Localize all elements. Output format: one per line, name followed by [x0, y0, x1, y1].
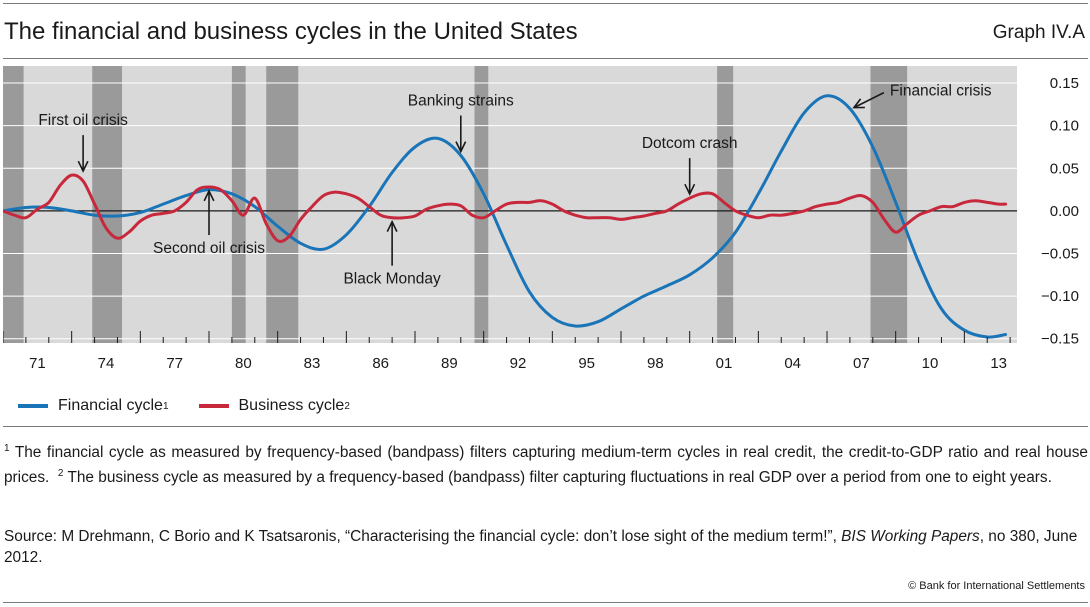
legend-swatch-business: [198, 404, 229, 408]
annotation-label-3: Banking strains: [408, 92, 514, 109]
x-tick-label-86: 86: [372, 355, 389, 372]
x-tick-label-83: 83: [304, 355, 321, 372]
annotation-arrowhead-3: [455, 141, 467, 154]
title-rule: [3, 58, 1088, 59]
bottom-rule: [3, 602, 1088, 603]
annotation-label-4: Dotcom crash: [642, 135, 738, 152]
legend-item-financial: Financial cycle 1: [18, 397, 169, 415]
chart-svg: First oil crisis Second oil crisis Black M…: [3, 66, 1079, 372]
footnote-2-marker: 2: [57, 468, 64, 480]
legend-swatch-financial: [18, 404, 48, 408]
y-tick-label-3: 0.00: [1050, 203, 1079, 220]
footnote-2-text: The business cycle as measured by a freq…: [67, 469, 1052, 487]
x-tick-label-77: 77: [166, 355, 183, 372]
recession-band-2: [231, 66, 246, 343]
y-tick-label-6: −0.15: [1041, 331, 1079, 348]
recession-band-6: [870, 66, 908, 343]
annotation-arrow-5: [853, 91, 885, 109]
financial-cycle-line: [3, 94, 1008, 339]
y-tick-label-4: −0.05: [1041, 246, 1079, 263]
annotation-arrowhead-0: [77, 160, 89, 173]
legend-item-business: Business cycle 2: [198, 397, 350, 415]
annotation-arrowhead-2: [386, 219, 398, 232]
x-tick-label-01: 01: [716, 355, 733, 372]
x-tick-label-98: 98: [647, 355, 664, 372]
x-tick-label-80: 80: [235, 355, 252, 372]
chart-title: The financial and business cycles in the…: [4, 18, 578, 45]
x-tick-label-10: 10: [922, 355, 939, 372]
legend-note-business: 2: [344, 400, 350, 412]
recession-band-1: [92, 66, 123, 343]
graph-id: Graph IV.A: [992, 22, 1085, 43]
recession-band-0: [3, 66, 24, 343]
legend: Financial cycle 1 Business cycle 2: [18, 397, 380, 415]
x-tick-label-74: 74: [98, 355, 115, 372]
annotation-label-0: First oil crisis: [38, 112, 128, 129]
x-tick-label-71: 71: [29, 355, 46, 372]
annotation-arrowhead-1: [203, 189, 215, 202]
recession-band-3: [266, 66, 299, 343]
annotation-label-2: Black Monday: [343, 271, 441, 288]
legend-label-business: Business cycle: [238, 397, 345, 414]
business-cycle-line: [3, 173, 1008, 243]
footnote-1-text: The financial cycle as measured by frequ…: [4, 444, 1088, 487]
y-tick-label-1: 0.10: [1050, 118, 1079, 135]
x-tick-label-07: 07: [853, 355, 870, 372]
annotation-arrowhead-5: [852, 98, 865, 109]
legend-rule: [3, 426, 1088, 427]
source-suffix: , no 380, June 2012.: [4, 528, 1078, 566]
source-note: Source: M Drehmann, C Borio and K Tsatsa…: [4, 526, 1088, 568]
legend-label-financial: Financial cycle: [58, 397, 163, 414]
y-tick-label-0: 0.15: [1050, 75, 1079, 92]
y-tick-label-2: 0.05: [1050, 160, 1079, 177]
source-journal: BIS Working Papers: [841, 528, 980, 545]
source-prefix: Source: M Drehmann, C Borio and K Tsatsa…: [4, 528, 842, 545]
x-tick-label-95: 95: [578, 355, 595, 372]
footnotes: 1 The financial cycle as measured by fre…: [4, 438, 1088, 488]
recession-band-4: [474, 66, 489, 343]
annotation-label-1: Second oil crisis: [153, 240, 265, 257]
x-tick-label-92: 92: [510, 355, 527, 372]
copyright: © Bank for International Settlements: [908, 580, 1085, 592]
annotation-label-5: Financial crisis: [890, 83, 992, 100]
x-tick-label-89: 89: [441, 355, 458, 372]
y-tick-label-5: −0.10: [1041, 288, 1079, 305]
top-rule: [3, 3, 1088, 4]
legend-note-financial: 1: [162, 400, 169, 412]
x-tick-label-04: 04: [784, 355, 801, 372]
footnote-1-marker: 1: [4, 443, 10, 454]
annotation-arrowhead-4: [684, 183, 696, 196]
x-tick-label-13: 13: [990, 355, 1007, 372]
